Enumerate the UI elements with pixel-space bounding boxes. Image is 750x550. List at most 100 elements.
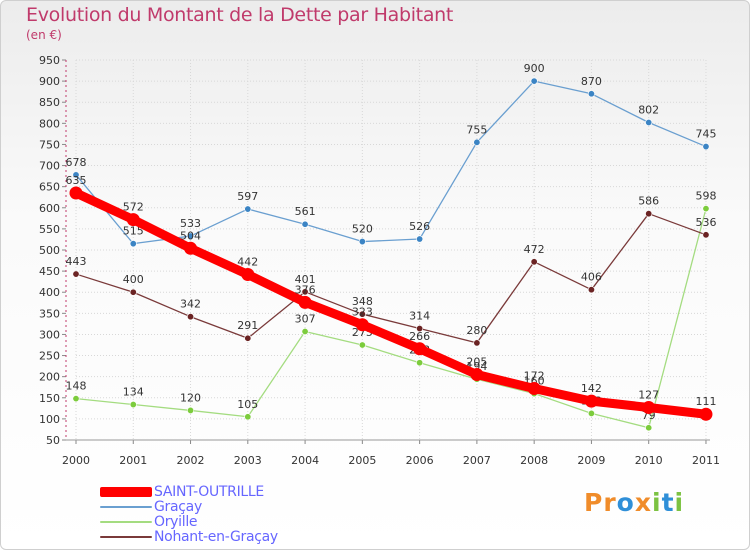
y-tick-label: 650 <box>39 181 60 194</box>
data-label-nohant-en-gracay: 342 <box>180 298 201 311</box>
data-label-gracay: 561 <box>295 205 316 218</box>
data-label-gracay: 870 <box>581 75 602 88</box>
x-tick-label: 2000 <box>62 454 90 467</box>
data-point-saint-outrille <box>355 318 369 332</box>
data-label-saint-outrille: 572 <box>123 201 144 214</box>
data-point-saint-outrille <box>584 394 598 408</box>
y-tick-label: 950 <box>39 54 60 67</box>
data-point-nohant-en-gracay <box>473 339 481 347</box>
data-label-saint-outrille: 205 <box>466 356 487 369</box>
data-point-nohant-en-gracay <box>301 288 309 296</box>
data-point-nohant-en-gracay <box>645 210 653 218</box>
legend-label: Oryille <box>154 514 198 530</box>
legend-item-nohant-en-gracay: Nohant-en-Graçay <box>100 529 278 545</box>
x-tick-label: 2009 <box>577 454 605 467</box>
legend-swatch <box>100 506 152 508</box>
chart-unit-label: (en €) <box>26 28 62 42</box>
data-label-saint-outrille: 127 <box>638 388 659 401</box>
data-point-gracay <box>244 205 252 213</box>
legend-swatch <box>100 536 152 538</box>
data-label-saint-outrille: 142 <box>581 382 602 395</box>
data-point-gracay <box>301 220 309 228</box>
y-tick-label: 350 <box>39 307 60 320</box>
data-point-gracay <box>187 232 195 240</box>
proxiti-logo: Proxiti <box>584 488 685 517</box>
data-point-gracay <box>416 235 424 243</box>
legend-label: Nohant-en-Graçay <box>154 529 278 545</box>
data-point-saint-outrille <box>413 342 427 356</box>
data-point-nohant-en-gracay <box>358 310 366 318</box>
data-point-oryille <box>702 205 710 213</box>
data-point-saint-outrille <box>298 295 312 309</box>
x-tick-label: 2005 <box>348 454 376 467</box>
data-point-oryille <box>72 395 80 403</box>
y-tick-label: 50 <box>46 434 60 447</box>
y-tick-label: 850 <box>39 96 60 109</box>
legend-label: SAINT-OUTRILLE <box>154 484 264 500</box>
data-point-nohant-en-gracay <box>530 258 538 266</box>
data-label-gracay: 678 <box>66 156 87 169</box>
y-tick-label: 550 <box>39 223 60 236</box>
data-label-oryille: 598 <box>695 190 716 203</box>
y-tick-label: 750 <box>39 138 60 151</box>
data-label-gracay: 515 <box>123 225 144 238</box>
data-label-nohant-en-gracay: 348 <box>352 295 373 308</box>
data-point-gracay <box>702 143 710 151</box>
y-tick-label: 150 <box>39 392 60 405</box>
y-tick-label: 200 <box>39 371 60 384</box>
series-line-gracay <box>75 80 707 245</box>
data-label-saint-outrille: 266 <box>409 330 430 343</box>
data-point-saint-outrille <box>642 400 656 414</box>
data-point-gracay <box>587 90 595 98</box>
data-label-saint-outrille: 172 <box>524 369 545 382</box>
y-tick-label: 700 <box>39 160 60 173</box>
data-point-gracay <box>645 118 653 126</box>
data-label-gracay: 900 <box>524 62 545 75</box>
x-tick-label: 2002 <box>177 454 205 467</box>
data-point-saint-outrille <box>470 368 484 382</box>
data-label-gracay: 520 <box>352 223 373 236</box>
data-label-nohant-en-gracay: 401 <box>295 273 316 286</box>
data-point-gracay <box>530 77 538 85</box>
x-tick-label: 2003 <box>234 454 262 467</box>
data-point-saint-outrille <box>527 381 541 395</box>
data-point-gracay <box>72 171 80 179</box>
data-point-saint-outrille <box>184 241 198 255</box>
data-point-oryille <box>358 341 366 349</box>
data-point-gracay <box>358 238 366 246</box>
legend-label: Graçay <box>154 499 202 515</box>
x-tick-label: 2001 <box>119 454 147 467</box>
x-tick-label: 2008 <box>520 454 548 467</box>
data-label-gracay: 533 <box>180 217 201 230</box>
y-tick-label: 300 <box>39 328 60 341</box>
data-point-oryille <box>587 409 595 417</box>
data-point-nohant-en-gracay <box>416 325 424 333</box>
y-tick-label: 500 <box>39 244 60 257</box>
x-tick-label: 2010 <box>635 454 663 467</box>
y-tick-label: 450 <box>39 265 60 278</box>
data-point-oryille <box>244 413 252 421</box>
data-point-nohant-en-gracay <box>187 313 195 321</box>
y-tick-label: 900 <box>39 75 60 88</box>
y-tick-label: 250 <box>39 350 60 363</box>
data-label-nohant-en-gracay: 586 <box>638 195 659 208</box>
x-tick-label: 2004 <box>291 454 319 467</box>
data-label-saint-outrille: 376 <box>295 283 316 296</box>
data-label-saint-outrille: 323 <box>352 306 373 319</box>
data-point-gracay <box>473 138 481 146</box>
series-line-nohant-en-gracay <box>75 213 707 344</box>
data-label-nohant-en-gracay: 536 <box>695 216 716 229</box>
data-label-saint-outrille: 504 <box>180 229 201 242</box>
data-label-nohant-en-gracay: 472 <box>524 243 545 256</box>
data-label-gracay: 802 <box>638 103 659 116</box>
data-label-nohant-en-gracay: 291 <box>237 319 258 332</box>
data-point-nohant-en-gracay <box>244 334 252 342</box>
data-label-oryille: 307 <box>295 312 316 325</box>
data-point-oryille <box>187 406 195 414</box>
data-point-gracay <box>129 240 137 248</box>
data-label-oryille: 148 <box>66 380 87 393</box>
legend-swatch <box>100 487 152 497</box>
data-label-gracay: 745 <box>695 128 716 141</box>
